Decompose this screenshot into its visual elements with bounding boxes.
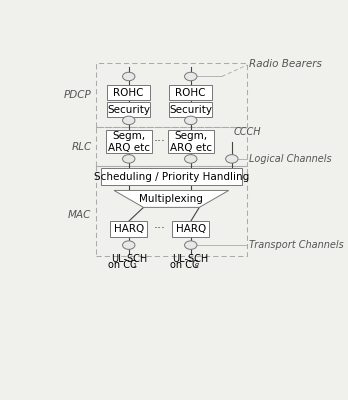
Bar	[96, 64, 247, 126]
Text: UL-SCH: UL-SCH	[111, 254, 147, 264]
Bar	[107, 102, 150, 117]
Text: Segm,
ARQ etc: Segm, ARQ etc	[170, 131, 212, 153]
Text: ···: ···	[154, 136, 166, 148]
Text: MAC: MAC	[68, 210, 92, 220]
Text: ···: ···	[154, 222, 166, 236]
Text: ROHC: ROHC	[175, 88, 206, 98]
Bar	[107, 85, 150, 100]
Text: PDCP: PDCP	[64, 90, 92, 100]
Ellipse shape	[122, 241, 135, 249]
Ellipse shape	[184, 155, 197, 163]
Text: HARQ: HARQ	[176, 224, 206, 234]
Text: on CC: on CC	[170, 260, 199, 270]
Text: Logical Channels: Logical Channels	[249, 154, 332, 164]
Ellipse shape	[122, 72, 135, 81]
Text: $_{g}$: $_{g}$	[194, 261, 200, 270]
Bar	[96, 166, 247, 256]
Bar	[169, 85, 212, 100]
Ellipse shape	[184, 72, 197, 81]
Text: Scheduling / Priority Handling: Scheduling / Priority Handling	[94, 172, 249, 182]
Text: Security: Security	[169, 105, 212, 115]
Bar	[167, 130, 214, 154]
Text: ROHC: ROHC	[113, 88, 144, 98]
Ellipse shape	[226, 155, 238, 163]
Bar	[110, 221, 147, 237]
Bar	[172, 221, 209, 237]
Ellipse shape	[184, 241, 197, 249]
Text: Security: Security	[107, 105, 150, 115]
Polygon shape	[114, 190, 229, 207]
Bar	[105, 130, 152, 154]
Text: HARQ: HARQ	[114, 224, 144, 234]
Text: Radio Bearers: Radio Bearers	[249, 59, 322, 69]
Bar	[101, 168, 242, 185]
Ellipse shape	[122, 155, 135, 163]
Ellipse shape	[122, 116, 135, 125]
Text: Multiplexing: Multiplexing	[140, 194, 203, 204]
Bar	[96, 127, 247, 166]
Text: UL-SCH: UL-SCH	[173, 254, 209, 264]
Ellipse shape	[184, 116, 197, 125]
Text: $_{1}$: $_{1}$	[132, 261, 138, 270]
Text: on CC: on CC	[108, 260, 137, 270]
Text: Segm,
ARQ etc: Segm, ARQ etc	[108, 131, 150, 153]
Text: CCCH: CCCH	[234, 127, 261, 137]
Text: RLC: RLC	[71, 142, 92, 152]
Text: Transport Channels: Transport Channels	[249, 240, 343, 250]
Bar	[169, 102, 212, 117]
